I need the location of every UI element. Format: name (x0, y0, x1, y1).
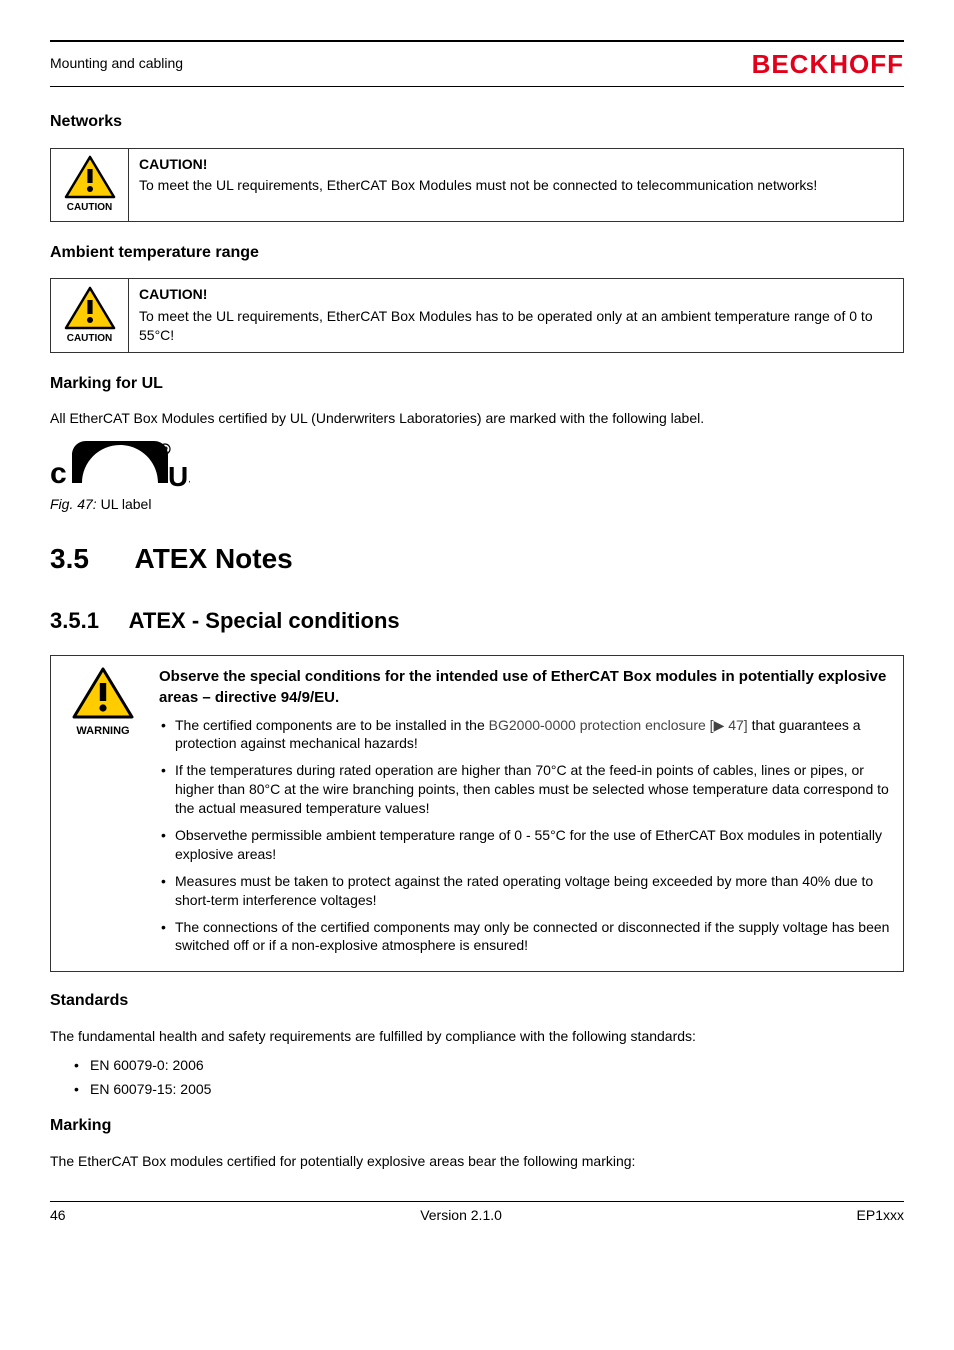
atex-warning-item-4: The connections of the certified compone… (159, 918, 893, 956)
standards-para: The fundamental health and safety requir… (50, 1027, 904, 1047)
ambient-caution-title: CAUTION! (139, 285, 893, 305)
ambient-heading: Ambient temperature range (50, 242, 904, 264)
standards-heading: Standards (50, 990, 904, 1012)
svg-text:US: US (168, 461, 190, 491)
svg-text:c: c (50, 457, 67, 490)
atex-warning-box: WARNING Observe the special conditions f… (50, 655, 904, 973)
atex-warning-item-3: Measures must be taken to protect agains… (159, 872, 893, 910)
marking-para: The EtherCAT Box modules certified for p… (50, 1152, 904, 1172)
atex-warning-item-2: Observethe permissible ambient temperatu… (159, 826, 893, 864)
networks-caution-title: CAUTION! (139, 155, 893, 175)
standards-list: EN 60079-0: 2006 EN 60079-15: 2005 (74, 1056, 904, 1099)
atex-warning-item-0-link[interactable]: BG2000-0000 protection enclosure [▶ 47] (489, 717, 748, 733)
caution-triangle-icon (64, 155, 116, 199)
networks-caution-icon-label: CAUTION (67, 201, 113, 215)
ul-fig-caption: Fig. 47: UL label (50, 495, 904, 515)
atex-warning-icon-label: WARNING (76, 724, 129, 739)
ul-marking-para: All EtherCAT Box Modules certified by UL… (50, 409, 904, 429)
standards-item-0: EN 60079-0: 2006 (74, 1056, 904, 1076)
networks-caution-text: CAUTION! To meet the UL requirements, Et… (129, 149, 903, 221)
atex-h2: 3.5 ATEX Notes (50, 539, 904, 578)
ul-marking-heading: Marking for UL (50, 373, 904, 395)
marking-heading: Marking (50, 1115, 904, 1137)
footer-page: 46 (50, 1206, 66, 1226)
networks-caution-body: To meet the UL requirements, EtherCAT Bo… (139, 176, 893, 196)
svg-text:R: R (162, 445, 168, 454)
header-section-title: Mounting and cabling (50, 54, 183, 74)
networks-caution-icon-cell: CAUTION (51, 149, 129, 221)
atex-warning-title: Observe the special conditions for the i… (159, 666, 893, 708)
caution-triangle-icon (64, 286, 116, 330)
ul-label-icon: c R US (50, 439, 190, 491)
standards-item-1: EN 60079-15: 2005 (74, 1080, 904, 1100)
atex-warning-item-1: If the temperatures during rated operati… (159, 761, 893, 818)
atex-warning-item-0: The certified components are to be insta… (159, 716, 893, 754)
footer-version: Version 2.1.0 (420, 1206, 502, 1226)
atex-warning-text: Observe the special conditions for the i… (155, 656, 903, 972)
networks-heading: Networks (50, 111, 904, 133)
ambient-caution-body: To meet the UL requirements, EtherCAT Bo… (139, 307, 893, 346)
ambient-caution-icon-cell: CAUTION (51, 279, 129, 352)
networks-caution-box: CAUTION CAUTION! To meet the UL requirem… (50, 148, 904, 222)
top-border (50, 40, 904, 42)
ambient-caution-box: CAUTION CAUTION! To meet the UL requirem… (50, 278, 904, 353)
ul-fig-label: UL label (97, 496, 152, 512)
ul-fig-prefix: Fig. 47: (50, 496, 97, 512)
footer-doc: EP1xxx (857, 1206, 904, 1226)
atex-warning-icon-cell: WARNING (51, 656, 155, 972)
atex-h3: 3.5.1 ATEX - Special conditions (50, 606, 904, 637)
page-header: Mounting and cabling BECKHOFF (50, 46, 904, 87)
page-footer: 46 Version 2.1.0 EP1xxx (50, 1202, 904, 1226)
atex-warning-list: The certified components are to be insta… (159, 716, 893, 956)
warning-triangle-icon (71, 666, 135, 720)
atex-warning-item-0-pre: The certified components are to be insta… (175, 717, 489, 733)
ambient-caution-icon-label: CAUTION (67, 332, 113, 346)
brand-logo: BECKHOFF (752, 46, 904, 82)
ambient-caution-text: CAUTION! To meet the UL requirements, Et… (129, 279, 903, 352)
